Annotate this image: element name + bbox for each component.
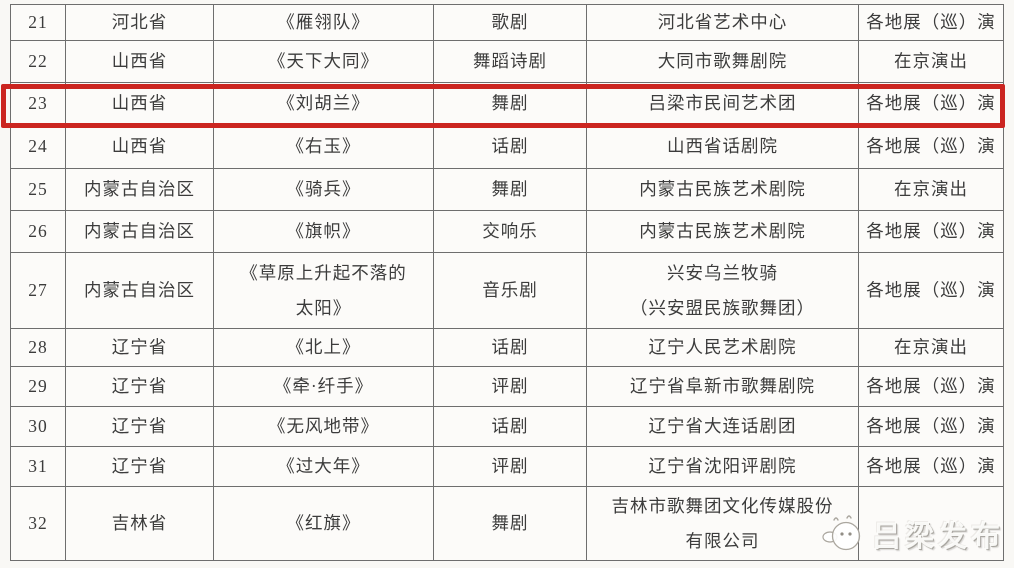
cell-title: 《北上》 [213,328,434,367]
cell-no: 28 [10,328,66,367]
cell-org: 辽宁省沈阳评剧院 [586,446,859,487]
table-row: 32 吉林省 《红旗》 舞剧 吉林市歌舞团文化传媒股份 有限公司 [10,486,1004,561]
cell-mode: 各地展（巡）演 [858,124,1004,169]
cell-mode [858,486,1004,561]
cell-no: 21 [10,4,66,41]
table-row-highlighted: 23 山西省 《刘胡兰》 舞剧 吕梁市民间艺术团 各地展（巡）演 [10,82,1004,125]
cell-title: 《骑兵》 [213,168,434,211]
cell-province: 山西省 [65,40,214,83]
cell-title: 《天下大同》 [213,40,434,83]
cell-genre: 舞剧 [433,168,587,211]
cell-no: 32 [10,486,66,561]
cell-province: 辽宁省 [65,406,214,447]
cell-org: 兴安乌兰牧骑 （兴安盟民族歌舞团） [586,252,859,329]
table-row: 21 河北省 《雁翎队》 歌剧 河北省艺术中心 各地展（巡）演 [10,4,1004,41]
cell-genre: 交响乐 [433,210,587,253]
cell-org: 大同市歌舞剧院 [586,40,859,83]
cell-title: 《刘胡兰》 [213,82,434,125]
cell-mode: 各地展（巡）演 [858,82,1004,125]
table-row: 25 内蒙古自治区 《骑兵》 舞剧 内蒙古民族艺术剧院 在京演出 [10,168,1004,211]
performance-list-table: 21 河北省 《雁翎队》 歌剧 河北省艺术中心 各地展（巡）演 22 山西省 《… [10,4,1004,561]
cell-province: 辽宁省 [65,366,214,407]
cell-genre: 舞剧 [433,82,587,125]
cell-mode: 各地展（巡）演 [858,210,1004,253]
cell-genre: 音乐剧 [433,252,587,329]
table-row: 22 山西省 《天下大同》 舞蹈诗剧 大同市歌舞剧院 在京演出 [10,40,1004,83]
cell-province: 山西省 [65,124,214,169]
cell-org: 吉林市歌舞团文化传媒股份 有限公司 [586,486,859,561]
cell-mode: 在京演出 [858,328,1004,367]
cell-no: 30 [10,406,66,447]
cell-genre: 话剧 [433,406,587,447]
cell-org: 辽宁省阜新市歌舞剧院 [586,366,859,407]
cell-genre: 歌剧 [433,4,587,41]
cell-province: 河北省 [65,4,214,41]
cell-org: 吕梁市民间艺术团 [586,82,859,125]
cell-no: 22 [10,40,66,83]
cell-title: 《旗帜》 [213,210,434,253]
cell-mode: 在京演出 [858,40,1004,83]
cell-province: 辽宁省 [65,328,214,367]
cell-genre: 评剧 [433,366,587,407]
cell-no: 29 [10,366,66,407]
cell-genre: 舞蹈诗剧 [433,40,587,83]
table-row: 26 内蒙古自治区 《旗帜》 交响乐 内蒙古民族艺术剧院 各地展（巡）演 [10,210,1004,253]
cell-province: 辽宁省 [65,446,214,487]
cell-mode: 各地展（巡）演 [858,406,1004,447]
cell-title: 《雁翎队》 [213,4,434,41]
cell-org: 内蒙古民族艺术剧院 [586,210,859,253]
cell-no: 24 [10,124,66,169]
table-row: 27 内蒙古自治区 《草原上升起不落的 太阳》 音乐剧 兴安乌兰牧骑 （兴安盟民… [10,252,1004,329]
cell-org: 辽宁人民艺术剧院 [586,328,859,367]
cell-org: 内蒙古民族艺术剧院 [586,168,859,211]
cell-title: 《红旗》 [213,486,434,561]
cell-province: 内蒙古自治区 [65,168,214,211]
cell-province: 内蒙古自治区 [65,252,214,329]
cell-province: 吉林省 [65,486,214,561]
cell-mode: 各地展（巡）演 [858,252,1004,329]
cell-genre: 话剧 [433,328,587,367]
cell-no: 26 [10,210,66,253]
cell-no: 23 [10,82,66,125]
table-row: 28 辽宁省 《北上》 话剧 辽宁人民艺术剧院 在京演出 [10,328,1004,367]
cell-title: 《过大年》 [213,446,434,487]
cell-genre: 舞剧 [433,486,587,561]
cell-mode: 各地展（巡）演 [858,4,1004,41]
cell-mode: 各地展（巡）演 [858,366,1004,407]
cell-title: 《牵·纤手》 [213,366,434,407]
table-row: 29 辽宁省 《牵·纤手》 评剧 辽宁省阜新市歌舞剧院 各地展（巡）演 [10,366,1004,407]
table-row: 30 辽宁省 《无风地带》 话剧 辽宁省大连话剧团 各地展（巡）演 [10,406,1004,447]
table-row: 31 辽宁省 《过大年》 评剧 辽宁省沈阳评剧院 各地展（巡）演 [10,446,1004,487]
cell-no: 25 [10,168,66,211]
cell-org: 辽宁省大连话剧团 [586,406,859,447]
cell-no: 31 [10,446,66,487]
cell-province: 内蒙古自治区 [65,210,214,253]
cell-title: 《无风地带》 [213,406,434,447]
cell-mode: 在京演出 [858,168,1004,211]
cell-mode: 各地展（巡）演 [858,446,1004,487]
cell-no: 27 [10,252,66,329]
cell-title: 《右玉》 [213,124,434,169]
cell-genre: 话剧 [433,124,587,169]
cell-title: 《草原上升起不落的 太阳》 [213,252,434,329]
cell-province: 山西省 [65,82,214,125]
cell-org: 山西省话剧院 [586,124,859,169]
cell-org: 河北省艺术中心 [586,4,859,41]
cell-genre: 评剧 [433,446,587,487]
table-row: 24 山西省 《右玉》 话剧 山西省话剧院 各地展（巡）演 [10,124,1004,169]
